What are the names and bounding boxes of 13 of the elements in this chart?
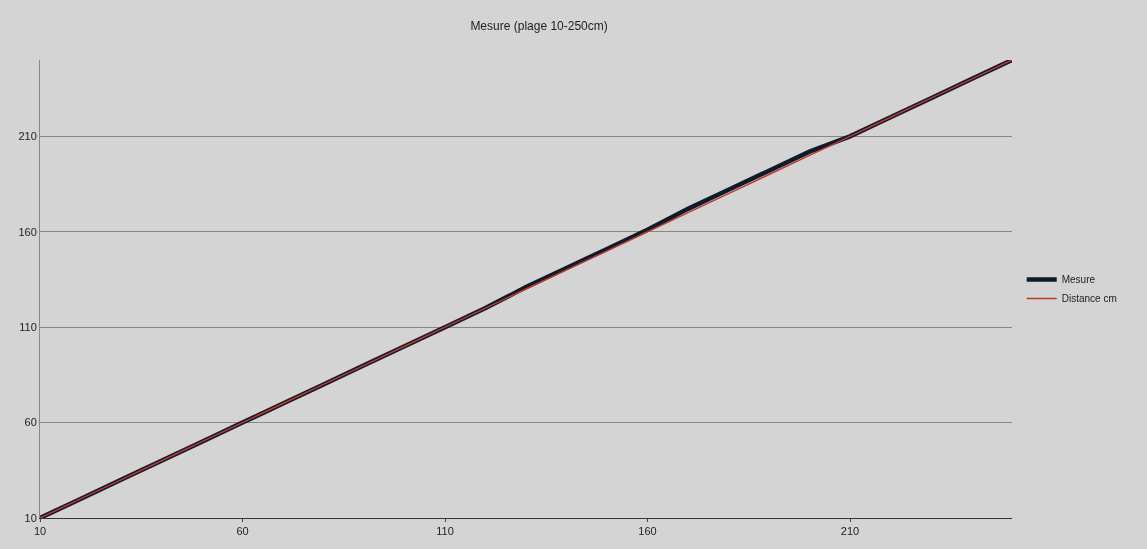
chart-title: Mesure (plage 10-250cm) [470,19,608,34]
y-tick-label: 160 [18,225,37,238]
y-tick-label: 10 [24,511,37,524]
y-tick-label: 110 [19,321,37,334]
y-tick-label: 60 [24,416,37,429]
legend-label: Mesure [1061,274,1096,286]
legend-label: Distance cm [1061,293,1117,305]
x-tick-label: 210 [840,525,860,538]
y-tick-label: 210 [18,130,37,143]
x-tick-label: 110 [436,525,454,538]
x-tick-label: 10 [33,525,47,538]
x-tick-label: 60 [236,525,249,538]
x-tick-label: 160 [638,525,657,538]
